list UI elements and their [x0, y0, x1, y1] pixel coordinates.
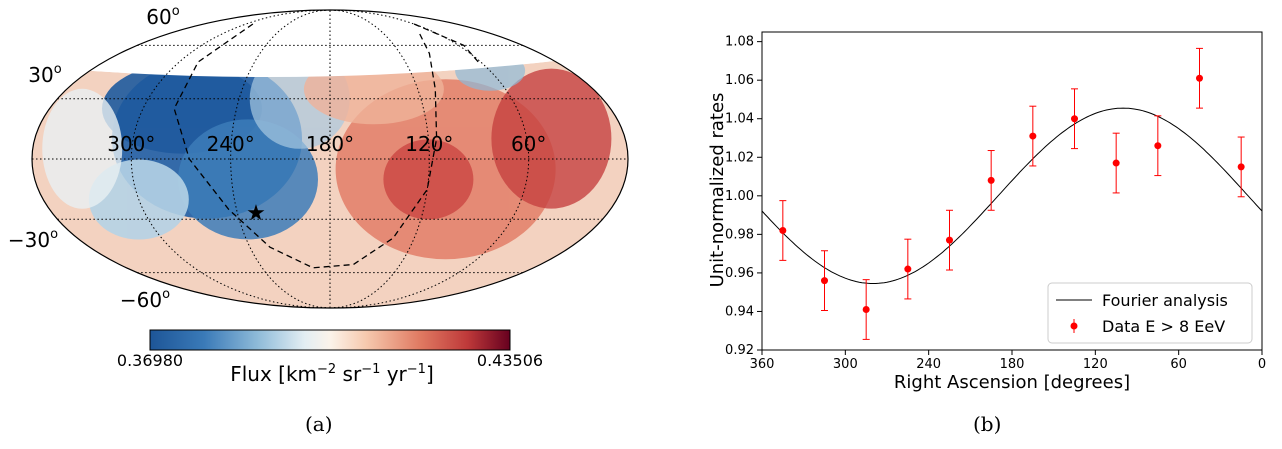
- ra-labels: 300° 240° 180° 120° 60°: [107, 132, 546, 156]
- data-point: [1237, 163, 1245, 171]
- x-tick-label: 240: [916, 357, 941, 372]
- ra-tick-label: 240°: [207, 132, 255, 156]
- y-tick-label: 1.06: [725, 73, 754, 88]
- y-tick-label: 0.98: [725, 227, 754, 242]
- x-tick-label: 300: [833, 357, 858, 372]
- data-point: [1029, 132, 1037, 140]
- flux-region: [42, 88, 123, 209]
- data-point: [1071, 115, 1078, 123]
- dec-tick-label: 60o: [146, 4, 179, 29]
- legend-data-label: Data E > 8 EeV: [1102, 317, 1225, 336]
- data-point: [1154, 142, 1162, 150]
- y-axis-label: Unit-normalized rates: [707, 93, 728, 288]
- y-tick-label: 1.02: [725, 150, 754, 165]
- skymap-panel: 300° 240° 180° 120° 60° 60o 30o −30o −60o ★ 0.3…: [8, 4, 629, 436]
- legend-point-swatch: [1070, 322, 1078, 330]
- fourier-fit-line: [761, 107, 1263, 284]
- data-point: [946, 236, 953, 244]
- galactic-plane-curve: [413, 23, 479, 63]
- data-point: [1196, 74, 1203, 82]
- ra-plot-panel: 360 300 240 180 120 60 0 0.92 0.94 0.96 0.98 1.00 1.…: [650, 0, 1282, 445]
- meridian-line: [230, 9, 331, 309]
- data-point: [904, 265, 912, 273]
- dec-tick-label: −30o: [8, 227, 58, 252]
- colorbar-label: Flux [km−2 sr−1 yr−1]: [230, 362, 434, 386]
- y-tick-label: 0.92: [725, 343, 754, 358]
- dec-tick-label: 30o: [28, 62, 61, 87]
- data-points: [779, 47, 1245, 340]
- y-tick-label: 1.00: [725, 189, 754, 204]
- ra-plot-chart: 360 300 240 180 120 60 0 0.92 0.94 0.96 0.98 1.00 1.…: [707, 31, 1266, 393]
- x-tick-label: 180: [1000, 357, 1025, 372]
- flux-region: [178, 119, 319, 240]
- legend: Fourier analysis Data E > 8 EeV: [1047, 282, 1253, 344]
- ra-tick-label: 300°: [107, 132, 155, 156]
- x-tick-label: 120: [1083, 357, 1108, 372]
- dec-tick-label: −60o: [120, 287, 170, 312]
- ra-tick-label: 60°: [511, 132, 546, 156]
- ra-tick-label: 120°: [405, 132, 453, 156]
- skymap-chart: 300° 240° 180° 120° 60° 60o 30o −30o −60o ★ 0.3…: [8, 4, 629, 386]
- x-axis-label: Right Ascension [degrees]: [894, 372, 1130, 393]
- ra-tick-label: 180°: [306, 132, 354, 156]
- colorbar-max-label: 0.43506: [477, 351, 543, 370]
- caption-a: (a): [305, 412, 333, 436]
- y-tick-label: 1.08: [725, 35, 754, 50]
- data-point: [987, 176, 995, 184]
- caption-b: (b): [973, 412, 1002, 436]
- legend-box: [1047, 282, 1253, 344]
- x-tick-label: 360: [750, 357, 775, 372]
- data-point: [779, 227, 787, 235]
- plot-axes: 360 300 240 180 120 60 0 0.92 0.94 0.96 0.98 1.00 1.…: [725, 31, 1266, 372]
- skymap-fill: [32, 10, 628, 308]
- star-marker: ★: [246, 201, 266, 226]
- y-tick-label: 0.96: [725, 266, 754, 281]
- dec-labels: 60o 30o −30o −60o: [8, 4, 180, 312]
- data-point: [1112, 159, 1120, 167]
- legend-fit-label: Fourier analysis: [1102, 291, 1228, 310]
- fourier-fit: [761, 107, 1263, 284]
- colorbar: [149, 329, 511, 351]
- graticule: [32, 9, 628, 309]
- data-point: [862, 306, 870, 314]
- data-point: [821, 277, 828, 285]
- x-tick-label: 0: [1258, 357, 1266, 372]
- flux-region: [491, 68, 612, 209]
- y-tick-label: 1.04: [725, 112, 754, 127]
- x-tick-label: 60: [1170, 357, 1187, 372]
- y-tick-label: 0.94: [725, 304, 754, 319]
- colorbar-min-label: 0.36980: [117, 351, 183, 370]
